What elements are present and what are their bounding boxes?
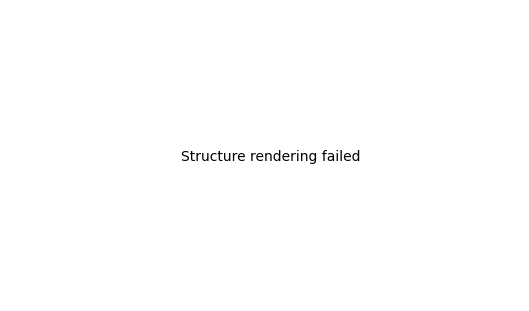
Text: Structure rendering failed: Structure rendering failed (181, 150, 361, 164)
